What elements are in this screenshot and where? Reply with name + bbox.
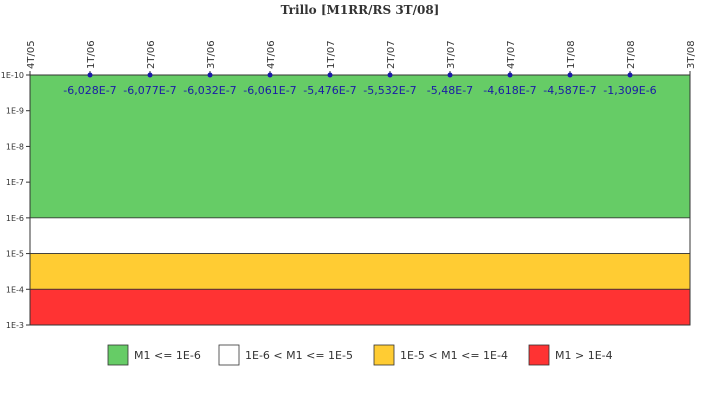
legend-swatch xyxy=(107,344,129,366)
data-point xyxy=(507,72,513,78)
y-tick-label: 1E-5 xyxy=(6,250,24,259)
band xyxy=(29,74,691,219)
data-point xyxy=(207,72,213,78)
y-tick-label: 1E-3 xyxy=(6,321,24,330)
data-point xyxy=(447,72,453,78)
data-point xyxy=(267,72,273,78)
value-label: -6,028E-7 xyxy=(63,84,116,97)
data-point xyxy=(147,72,153,78)
band xyxy=(29,253,691,290)
value-label: -4,618E-7 xyxy=(483,84,536,97)
x-tick-label: 1T/07 xyxy=(326,40,337,69)
y-tick-label: 1E-6 xyxy=(6,214,24,223)
value-label: -5,48E-7 xyxy=(427,84,473,97)
value-label: -5,476E-7 xyxy=(303,84,356,97)
y-tick-label: 1E-8 xyxy=(6,142,24,151)
value-label: -4,587E-7 xyxy=(543,84,596,97)
x-tick-label: 2T/08 xyxy=(626,40,637,69)
y-tick-label: 1E-7 xyxy=(6,178,24,187)
x-tick-label: 2T/07 xyxy=(386,40,397,69)
legend-label: M1 > 1E-4 xyxy=(555,349,613,362)
x-tick-label: 4T/07 xyxy=(506,40,517,69)
plot-frame xyxy=(29,74,691,326)
value-label: -5,532E-7 xyxy=(363,84,416,97)
y-tick-label: 1E-10 xyxy=(1,71,24,80)
data-point xyxy=(387,72,393,78)
x-tick-label: 4T/05 xyxy=(26,40,37,69)
x-tick-label: 1T/06 xyxy=(86,40,97,69)
legend-label: 1E-5 < M1 <= 1E-4 xyxy=(400,349,508,362)
x-tick-label: 3T/06 xyxy=(206,40,217,69)
data-point xyxy=(567,72,573,78)
chart-title: Trillo [M1RR/RS 3T/08] xyxy=(281,3,440,17)
data-point xyxy=(87,72,93,78)
x-tick-label: 1T/08 xyxy=(566,40,577,69)
x-tick-label: 3T/07 xyxy=(446,40,457,69)
legend-swatch xyxy=(528,344,550,366)
legend-swatch xyxy=(373,344,395,366)
value-label: -6,061E-7 xyxy=(243,84,296,97)
data-point xyxy=(627,72,633,78)
value-label: -6,032E-7 xyxy=(183,84,236,97)
x-tick-label: 3T/08 xyxy=(686,40,697,69)
band xyxy=(29,217,691,254)
legend-swatch xyxy=(218,344,240,366)
legend-label: 1E-6 < M1 <= 1E-5 xyxy=(245,349,353,362)
value-label: -6,077E-7 xyxy=(123,84,176,97)
band xyxy=(29,288,691,326)
legend-label: M1 <= 1E-6 xyxy=(134,349,201,362)
y-tick-label: 1E-9 xyxy=(6,107,24,116)
x-tick-label: 2T/06 xyxy=(146,40,157,69)
data-point xyxy=(327,72,333,78)
value-label: -1,309E-6 xyxy=(603,84,656,97)
y-tick-label: 1E-4 xyxy=(6,285,24,294)
x-tick-label: 4T/06 xyxy=(266,40,277,69)
